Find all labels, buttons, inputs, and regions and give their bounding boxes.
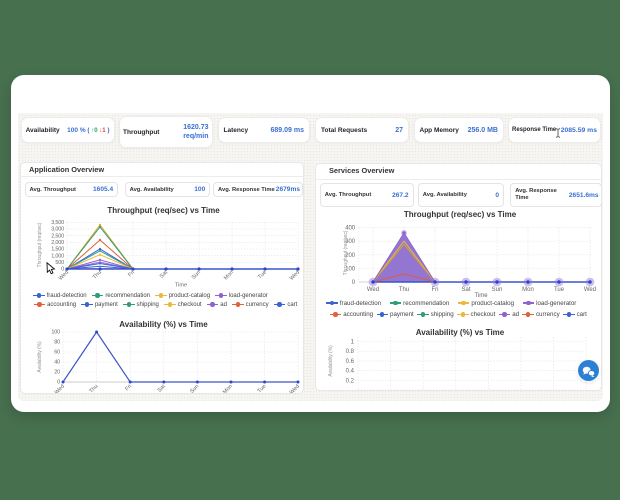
svg-text:300: 300	[345, 239, 355, 245]
svg-text:0.6: 0.6	[346, 359, 355, 365]
svg-text:500: 500	[55, 260, 64, 266]
svg-text:Fri: Fri	[432, 287, 439, 293]
svg-text:Throughput (req/sec): Throughput (req/sec)	[37, 222, 43, 267]
svg-text:Time: Time	[474, 293, 488, 299]
svg-text:Tue: Tue	[257, 270, 268, 281]
svg-text:Wed: Wed	[54, 384, 66, 394]
svg-text:Wed: Wed	[289, 384, 301, 394]
svg-text:0.8: 0.8	[346, 349, 355, 355]
svg-text:Throughput (req/sec): Throughput (req/sec)	[343, 230, 349, 275]
svg-text:0.2: 0.2	[346, 378, 355, 384]
svg-text:0: 0	[352, 280, 356, 286]
svg-text:Tue: Tue	[554, 287, 565, 293]
svg-text:1: 1	[351, 340, 355, 346]
svg-text:Sun: Sun	[191, 270, 202, 281]
svg-text:Fri: Fri	[127, 270, 136, 279]
svg-text:Sun: Sun	[492, 287, 503, 293]
svg-text:Sun: Sun	[189, 384, 200, 394]
svg-text:40: 40	[54, 360, 60, 366]
svg-text:200: 200	[345, 253, 355, 259]
svg-text:Time: Time	[175, 283, 187, 289]
svg-text:2,000: 2,000	[51, 240, 64, 246]
svg-text:0.4: 0.4	[346, 369, 355, 375]
svg-text:Mon: Mon	[223, 270, 235, 282]
svg-text:Thu: Thu	[92, 270, 103, 281]
svg-text:0: 0	[57, 380, 60, 386]
svg-text:Wed: Wed	[367, 287, 379, 293]
svg-text:Wed: Wed	[289, 270, 301, 282]
svg-text:Sat: Sat	[159, 269, 169, 279]
svg-text:Availability (%): Availability (%)	[328, 345, 334, 377]
svg-text:Sat: Sat	[461, 287, 470, 293]
svg-text:20: 20	[54, 370, 60, 376]
svg-text:400: 400	[345, 226, 355, 232]
svg-text:Mon: Mon	[222, 384, 234, 394]
svg-text:Mon: Mon	[522, 287, 534, 293]
svg-text:80: 80	[54, 340, 60, 346]
svg-text:Thu: Thu	[399, 287, 409, 293]
svg-text:100: 100	[345, 266, 355, 272]
svg-text:1,000: 1,000	[51, 253, 64, 259]
svg-text:1,500: 1,500	[51, 247, 64, 253]
svg-text:3,500: 3,500	[51, 220, 64, 226]
svg-text:Availability (%): Availability (%)	[37, 341, 43, 373]
svg-text:Wed: Wed	[584, 287, 596, 293]
svg-text:0: 0	[61, 267, 64, 273]
svg-text:Thu: Thu	[89, 384, 100, 394]
svg-text:Wed: Wed	[58, 270, 70, 282]
svg-text:2,500: 2,500	[51, 233, 64, 239]
svg-text:60: 60	[54, 350, 60, 356]
svg-text:Sat: Sat	[157, 383, 167, 393]
svg-text:Tue: Tue	[257, 384, 268, 394]
svg-text:100: 100	[51, 330, 60, 336]
svg-text:Fri: Fri	[124, 384, 133, 393]
svg-text:3,000: 3,000	[51, 227, 64, 233]
